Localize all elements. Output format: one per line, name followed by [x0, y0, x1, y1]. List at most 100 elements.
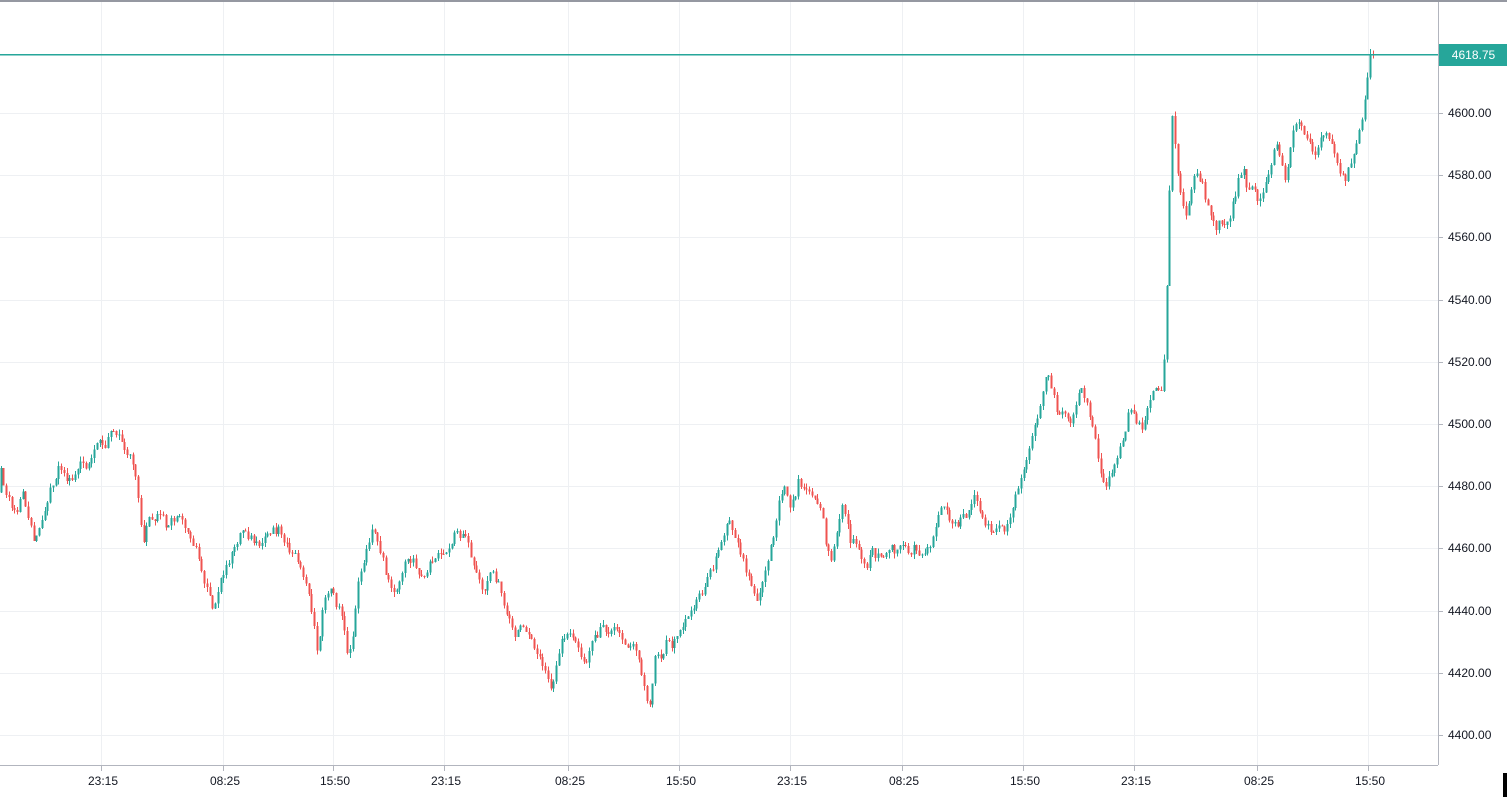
candle[interactable]	[1270, 163, 1273, 178]
candle[interactable]	[1141, 417, 1144, 433]
candle[interactable]	[577, 638, 580, 652]
candle[interactable]	[1067, 412, 1070, 422]
candle[interactable]	[22, 489, 25, 500]
candle[interactable]	[404, 559, 407, 578]
candle[interactable]	[1259, 193, 1262, 207]
candle[interactable]	[198, 543, 201, 561]
candle[interactable]	[277, 524, 280, 537]
candle[interactable]	[173, 515, 176, 526]
candle[interactable]	[123, 438, 126, 454]
candle[interactable]	[946, 502, 949, 515]
candle[interactable]	[1075, 401, 1078, 419]
candle[interactable]	[24, 491, 27, 507]
candle[interactable]	[107, 433, 110, 449]
candle[interactable]	[583, 653, 586, 664]
candle[interactable]	[459, 529, 462, 541]
candle[interactable]	[338, 603, 341, 610]
candle[interactable]	[134, 464, 137, 481]
candle[interactable]	[250, 533, 253, 541]
candle[interactable]	[1295, 122, 1298, 132]
candle[interactable]	[1155, 387, 1158, 392]
candle[interactable]	[896, 549, 899, 557]
candle[interactable]	[1188, 200, 1191, 216]
candle[interactable]	[1135, 411, 1138, 425]
candle[interactable]	[407, 558, 410, 565]
candle[interactable]	[90, 454, 93, 468]
candle[interactable]	[451, 543, 454, 550]
candle[interactable]	[547, 666, 550, 683]
candle[interactable]	[819, 501, 822, 511]
candle[interactable]	[1276, 141, 1279, 152]
candle[interactable]	[316, 622, 319, 655]
candle[interactable]	[627, 643, 630, 649]
candle[interactable]	[390, 576, 393, 592]
candle[interactable]	[1028, 446, 1031, 465]
candle[interactable]	[357, 577, 360, 614]
candle[interactable]	[398, 580, 401, 595]
candle[interactable]	[764, 566, 767, 587]
candle[interactable]	[33, 522, 36, 541]
candle[interactable]	[937, 511, 940, 528]
candle[interactable]	[445, 551, 448, 555]
candle[interactable]	[569, 629, 572, 637]
candle[interactable]	[662, 653, 665, 660]
candle[interactable]	[2, 467, 5, 486]
candle[interactable]	[376, 531, 379, 546]
candle[interactable]	[775, 518, 778, 541]
candle[interactable]	[783, 485, 786, 496]
candle[interactable]	[1292, 125, 1295, 153]
candle[interactable]	[1036, 414, 1039, 428]
candle[interactable]	[629, 642, 632, 651]
candle[interactable]	[572, 629, 575, 641]
candle[interactable]	[66, 468, 69, 484]
candle[interactable]	[992, 530, 995, 534]
candle[interactable]	[321, 607, 324, 641]
candle[interactable]	[885, 552, 888, 559]
candle[interactable]	[1069, 416, 1072, 427]
candle[interactable]	[1273, 147, 1276, 166]
candle[interactable]	[1130, 408, 1133, 415]
candle[interactable]	[772, 536, 775, 547]
candle[interactable]	[379, 536, 382, 555]
candle[interactable]	[473, 556, 476, 570]
candle[interactable]	[96, 442, 99, 450]
candle[interactable]	[68, 475, 71, 486]
candle[interactable]	[566, 632, 569, 640]
candle[interactable]	[35, 535, 38, 542]
candle[interactable]	[11, 496, 14, 511]
candle[interactable]	[170, 515, 173, 531]
candle[interactable]	[1196, 169, 1199, 178]
candle[interactable]	[1353, 153, 1356, 169]
candle[interactable]	[426, 570, 429, 578]
candle[interactable]	[1072, 412, 1075, 428]
candle[interactable]	[910, 552, 913, 557]
candle[interactable]	[811, 488, 814, 498]
candle[interactable]	[618, 627, 621, 638]
candle[interactable]	[308, 583, 311, 596]
candle[interactable]	[324, 594, 327, 614]
candle[interactable]	[789, 494, 792, 513]
candle[interactable]	[1309, 133, 1312, 145]
candle[interactable]	[797, 474, 800, 500]
candle[interactable]	[464, 529, 467, 538]
candle[interactable]	[272, 525, 275, 535]
candle[interactable]	[77, 468, 80, 479]
candle[interactable]	[220, 577, 223, 595]
candle[interactable]	[1144, 416, 1147, 431]
candle[interactable]	[981, 510, 984, 519]
candle[interactable]	[156, 511, 159, 523]
candle[interactable]	[742, 552, 745, 562]
candle[interactable]	[52, 485, 55, 492]
candle[interactable]	[420, 570, 423, 577]
candle[interactable]	[1328, 132, 1331, 142]
candle[interactable]	[242, 530, 245, 539]
candle[interactable]	[112, 429, 115, 432]
candle[interactable]	[599, 622, 602, 638]
candle[interactable]	[327, 591, 330, 601]
candle[interactable]	[8, 491, 11, 501]
candle[interactable]	[962, 509, 965, 519]
candle[interactable]	[176, 515, 179, 523]
candle[interactable]	[596, 631, 599, 638]
candle[interactable]	[503, 590, 506, 609]
candle[interactable]	[508, 611, 511, 624]
